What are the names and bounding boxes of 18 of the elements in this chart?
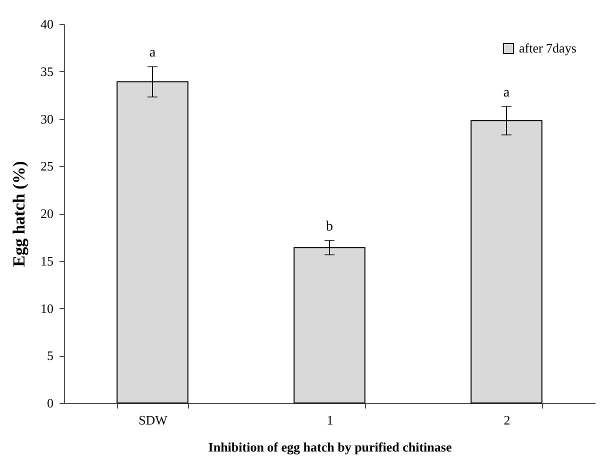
y-tick-label: 15 <box>40 253 54 268</box>
y-tick-label: 35 <box>40 64 54 79</box>
y-tick-label: 20 <box>40 206 54 221</box>
x-tick-label: 2 <box>504 412 510 428</box>
y-tick-label: 0 <box>47 396 54 410</box>
legend-label: after 7days <box>519 40 576 56</box>
y-tick-label: 5 <box>47 348 54 364</box>
y-axis-title: Egg hatch (%) <box>10 161 28 267</box>
x-axis-title: Inhibition of egg hatch by purified chitinase <box>208 440 452 454</box>
y-tick-label: 10 <box>40 300 54 316</box>
y-tick-label: 40 <box>40 16 54 32</box>
x-tick-label: SDW <box>138 412 168 428</box>
y-tick-label: 30 <box>40 111 54 126</box>
y-tick-label: 25 <box>40 158 54 174</box>
annotation: b <box>326 220 333 235</box>
annotation: a <box>149 46 156 61</box>
x-tick-label: 1 <box>326 412 334 428</box>
annotation: a <box>503 85 510 100</box>
